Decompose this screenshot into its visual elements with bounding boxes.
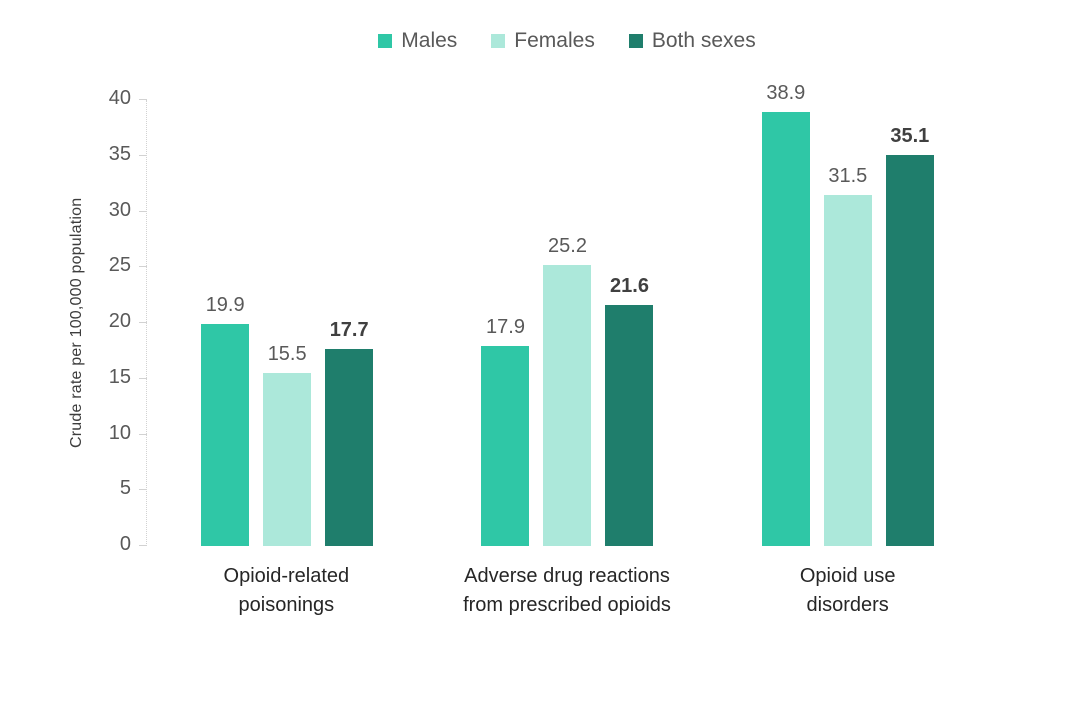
y-tick-label: 30 xyxy=(108,198,131,221)
category-label: Opioid-related poisonings xyxy=(223,565,350,616)
bar-value-label: 35.1 xyxy=(890,124,930,147)
y-tick-label: 5 xyxy=(119,477,131,500)
category-label: Opioid use disorders xyxy=(799,565,896,616)
bar-value-label: 17.9 xyxy=(486,316,525,339)
bar-females: 25.2 xyxy=(543,235,592,546)
plot-area: 0 5 10 15 20 25 30 35 40 19.9 15.5 17.7 17.9 25.2 21.… xyxy=(109,82,988,555)
legend-label: Males xyxy=(401,29,458,52)
bar-groups: 19.9 15.5 17.7 17.9 25.2 21.6 38.9 31.5 35.1 xyxy=(147,82,988,546)
bar-value-label: 15.5 xyxy=(267,343,307,366)
y-tick-mark xyxy=(139,377,147,379)
y-tick-label: 35 xyxy=(108,142,131,165)
bar-females: 15.5 xyxy=(263,343,312,546)
y-tick-mark xyxy=(139,99,147,100)
legend-item: Females xyxy=(491,29,595,53)
bar-value-label: 19.9 xyxy=(205,294,245,317)
bar-males: 38.9 xyxy=(761,82,810,546)
y-tick-mark xyxy=(139,433,147,435)
y-tick-mark xyxy=(139,210,147,212)
y-tick-label: 15 xyxy=(108,365,131,388)
legend-label: Females xyxy=(514,29,595,52)
bar-males: 17.9 xyxy=(481,316,530,546)
y-tick-mark xyxy=(139,489,147,491)
bar-value-label: 17.7 xyxy=(329,318,369,341)
bar-value-label: 25.2 xyxy=(548,235,587,258)
y-tick-label: 40 xyxy=(108,87,131,109)
bar-both-sexes: 17.7 xyxy=(325,319,374,546)
bar-group: 38.9 31.5 35.1 xyxy=(708,82,988,546)
legend-item: Males xyxy=(378,29,457,53)
category-label: Adverse drug reactions from prescribed op… xyxy=(463,565,671,616)
bar-males: 19.9 xyxy=(201,294,250,546)
y-tick-mark xyxy=(139,545,147,546)
legend-swatch-icon xyxy=(628,34,643,48)
y-tick-label: 20 xyxy=(108,310,131,332)
legend-swatch-icon xyxy=(491,34,506,48)
bar-both-sexes: 21.6 xyxy=(605,275,654,546)
y-tick-label: 10 xyxy=(108,421,131,444)
bar-females: 31.5 xyxy=(823,165,872,546)
bar-group: 17.9 25.2 21.6 xyxy=(427,100,707,546)
legend-label: Both sexes xyxy=(651,29,756,52)
y-tick-label: 0 xyxy=(119,533,131,555)
y-tick-mark xyxy=(139,266,147,268)
chart-legend: Males Females Both sexes xyxy=(146,27,988,55)
bar-value-label: 38.9 xyxy=(766,82,806,105)
legend-item: Both sexes xyxy=(628,29,756,53)
category-labels: Opioid-related poisonings Adverse drug rea… xyxy=(146,562,988,620)
bar-value-label: 21.6 xyxy=(610,275,649,298)
y-tick-mark xyxy=(139,322,147,323)
legend-swatch-icon xyxy=(378,34,393,48)
bar-group: 19.9 15.5 17.7 xyxy=(147,100,427,546)
y-tick-label: 25 xyxy=(108,254,131,277)
bar-both-sexes: 35.1 xyxy=(885,125,934,546)
bar-value-label: 31.5 xyxy=(828,164,868,187)
y-tick-mark xyxy=(139,154,147,156)
